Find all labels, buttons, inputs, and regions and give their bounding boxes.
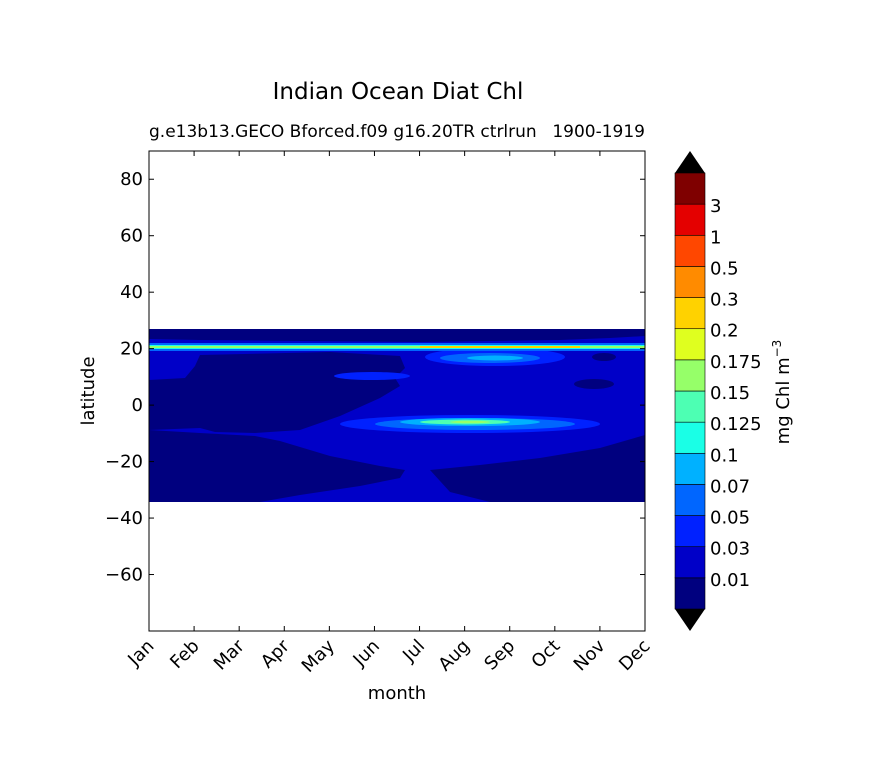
x-tick-label: Jul: [398, 636, 429, 667]
x-tick-label: Oct: [527, 636, 564, 673]
x-tick-label: Nov: [570, 635, 610, 675]
x-tick-label: Dec: [615, 636, 654, 675]
contour-north-strip: [149, 329, 645, 342]
colorbar-tick-label: 0.2: [710, 321, 739, 342]
x-tick-label: Jan: [123, 636, 158, 671]
y-tick-label: 40: [120, 282, 143, 303]
colorbar-label: mg Chl m−3: [770, 340, 794, 445]
contour-south-low-east: [430, 435, 645, 502]
colorbar-tick-label: 3: [710, 196, 721, 217]
colorbar-segment: [674, 546, 706, 579]
x-tick-label: Feb: [166, 636, 203, 673]
contour-blob-1: [574, 379, 614, 389]
colorbar-tick-label: 0.1: [710, 445, 739, 466]
x-tick-label: May: [298, 635, 339, 676]
colorbar-segment: [674, 297, 706, 330]
colorbar-tick-label: 0.03: [710, 539, 750, 560]
colorbar-segment: [674, 203, 706, 236]
y-tick-label: 80: [120, 169, 143, 190]
colorbar-segment: [674, 452, 706, 485]
x-tick-label: Apr: [257, 635, 294, 672]
contour-arabian-bloom-core: [467, 355, 523, 361]
contour-interior-low: [149, 352, 405, 433]
chart-subtitle-right: 1900-1919: [552, 122, 645, 142]
colorbar-tick-label: 0.15: [710, 383, 750, 404]
colorbar-segment: [674, 172, 706, 205]
plot-frame: [148, 150, 646, 632]
colorbar: 0.01 0.03 0.05 0.07 0.1 0.125 0.15 0.175 0.2 0.3 0…: [674, 151, 762, 631]
contour-tongue: [334, 372, 410, 380]
y-tick-label: 60: [120, 226, 143, 247]
colorbar-segment: [674, 234, 706, 267]
contour-south-low: [149, 430, 405, 502]
y-axis: −60 −40 −20 0 20 40 60 80: [105, 169, 645, 586]
colorbar-segment: [674, 421, 706, 454]
colorbar-segment: [674, 328, 706, 361]
contour-coast-band-peak: [420, 346, 580, 348]
chart-subtitle-left: g.e13b13.GECO Bforced.f09 g16.20TR ctrlr…: [149, 122, 537, 142]
colorbar-segment: [674, 359, 706, 392]
contour-equatorial-bloom-5: [450, 420, 490, 424]
colorbar-label-text: mg Chl m: [773, 357, 794, 444]
x-tick-label: Mar: [210, 635, 249, 674]
colorbar-tick-label: 0.05: [710, 508, 750, 529]
colorbar-tick-label: 0.175: [710, 352, 762, 373]
colorbar-segment: [674, 390, 706, 423]
colorbar-tick-label: 0.5: [710, 258, 739, 279]
colorbar-label-exponent: −3: [770, 340, 784, 358]
colorbar-segment: [674, 515, 706, 548]
plot-area: Jan Feb Mar Apr May Jun Jul Aug Sep Oct Nov Dec −60…: [105, 150, 655, 677]
colorbar-segment: [674, 266, 706, 298]
x-tick-label: Jun: [349, 636, 384, 671]
x-tick-label: Aug: [434, 636, 474, 676]
colorbar-tick-label: 0.3: [710, 290, 739, 311]
colorbar-extend-top: [675, 151, 705, 173]
colorbar-tick-label: 0.01: [710, 570, 750, 591]
colorbar-segment: [674, 484, 706, 516]
colorbar-extend-bottom: [675, 609, 705, 631]
chart-title: Indian Ocean Diat Chl: [273, 79, 524, 105]
y-tick-label: −60: [105, 565, 143, 586]
contour-field: [149, 329, 645, 502]
colorbar-tick-label: 0.07: [710, 476, 750, 497]
y-tick-label: 20: [120, 339, 143, 360]
colorbar-segment: [674, 577, 706, 610]
y-tick-label: 0: [132, 395, 143, 416]
y-tick-label: −40: [105, 508, 143, 529]
y-tick-label: −20: [105, 452, 143, 473]
x-axis-label: month: [368, 683, 426, 704]
colorbar-tick-label: 0.125: [710, 414, 762, 435]
x-tick-label: Sep: [480, 636, 519, 675]
y-axis-label: latitude: [78, 356, 99, 425]
colorbar-tick-label: 1: [710, 227, 721, 248]
contour-coast-band-core: [149, 346, 645, 348]
contour-blob-2: [592, 353, 616, 361]
